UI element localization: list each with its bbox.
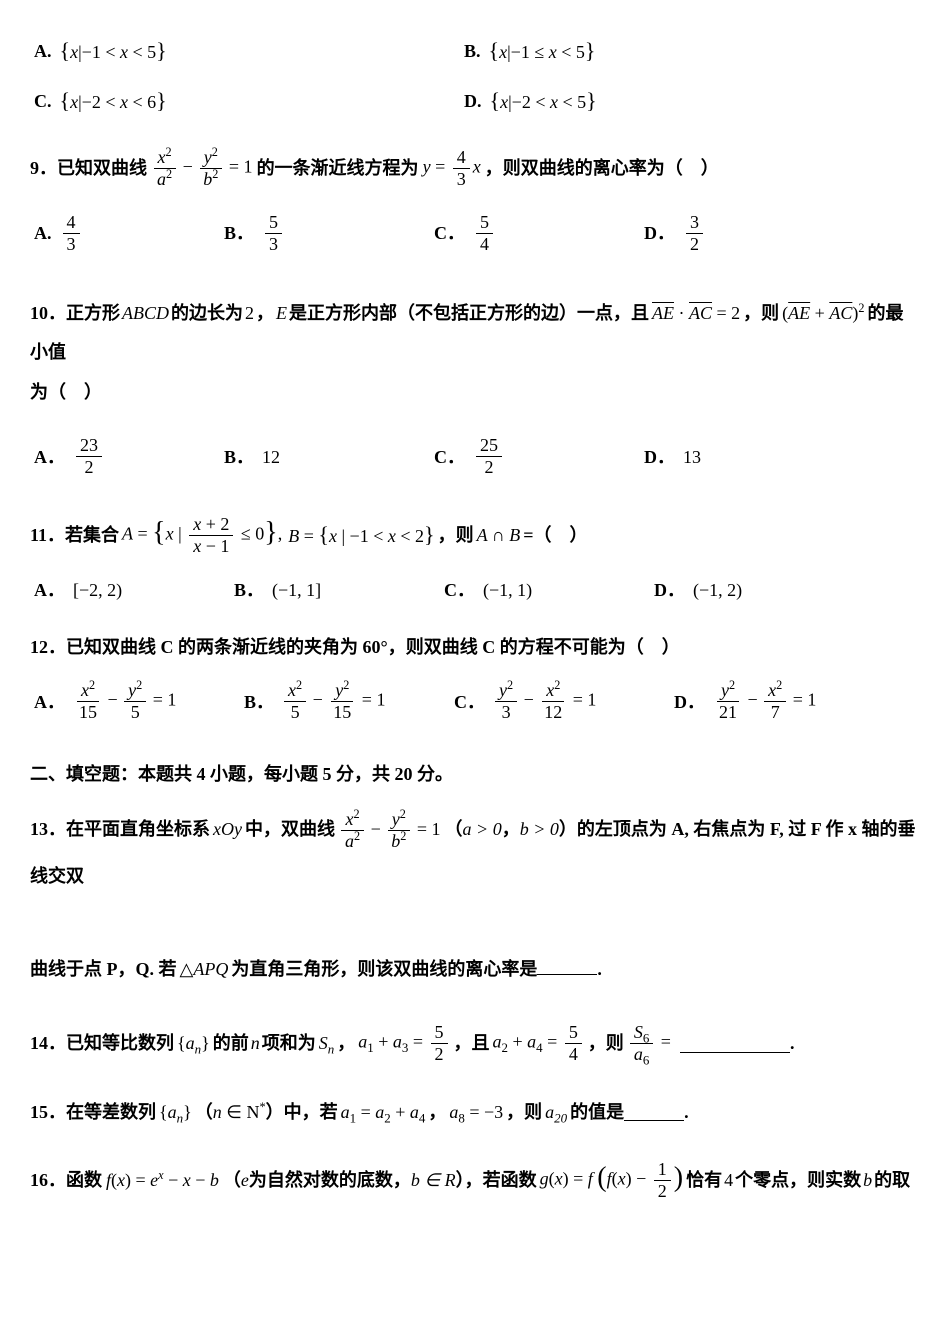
q12-opt-d-label: D． [674, 693, 705, 711]
q9-opt-d-label: D． [644, 224, 675, 242]
q9-stem: 9． 已知双曲线 x2a2 − y2b2 = 1 的一条渐近线方程为 y = 4… [30, 148, 920, 189]
q15-num: 15． [30, 1094, 66, 1130]
q10-tail: 为（ ） [30, 382, 102, 402]
q9-opt-c-label: C． [434, 224, 465, 242]
q10-opt-a-frac: 232 [76, 436, 102, 477]
q16-bcond: b ∈ R [411, 1162, 456, 1198]
q12-opt-d-expr: y221 − x27 = 1 [713, 681, 816, 722]
q11-opt-b-val: (−1, 1] [272, 581, 321, 599]
q13-line2b: 为直角三角形，则该双曲线的离心率是 [231, 959, 537, 979]
q10-opt-c-label: C． [434, 448, 465, 466]
q12-options: A． x215 − y25 = 1 B． x25 − y215 = 1 C． y… [30, 681, 920, 722]
q11-opt-a-label: A． [34, 581, 65, 599]
q8-opt-d-label: D. [464, 92, 482, 110]
q9-opt-a-label: A. [34, 224, 52, 242]
q8-opt-a-expr: {x|−1 < x < 5} [60, 40, 167, 62]
q13-triangle: △APQ [180, 959, 229, 979]
q12-opt-a-expr: x215 − y25 = 1 [73, 681, 176, 722]
q14-ratio: S6a6 = [627, 1023, 671, 1064]
q11-opt-b-label: B． [234, 581, 264, 599]
q9-options: A. 43 B． 53 C． 54 D． 32 [30, 213, 920, 254]
q8-opt-a-label: A. [34, 42, 52, 60]
q12-opt-b-expr: x25 − y215 = 1 [282, 681, 385, 722]
q12-text: 已知双曲线 C 的两条渐近线的夹角为 60°，则双曲线 C 的方程不可能为（ ） [66, 637, 680, 657]
q12-opt-a-label: A． [34, 693, 65, 711]
q8-opt-b-label: B. [464, 42, 481, 60]
q15-target: a20 [545, 1094, 567, 1130]
q9-opt-d-frac: 32 [686, 213, 703, 254]
q9-opt-c-frac: 54 [476, 213, 493, 254]
q15-eq2: a8 = −3 [449, 1094, 503, 1130]
q9-hyperbola: x2a2 − y2b2 = 1 [151, 148, 253, 189]
q14-eq1: a1 + a3 = 52 [358, 1023, 450, 1064]
q15-stem: 15． 在等差数列 {an} （ n ∈ N* ）中，若 a1 = a2 + a… [30, 1094, 920, 1130]
q11-B-def: B = {x | −1 < x < 2} [288, 513, 434, 557]
q10-num: 10． [30, 303, 66, 323]
q9-asymptote: y = 43x [423, 148, 481, 189]
q10-opt-b-val: 12 [262, 448, 280, 466]
q14-blank[interactable] [680, 1034, 790, 1053]
q9-opt-b-frac: 53 [265, 213, 282, 254]
q9-opt-b-label: B． [224, 224, 254, 242]
q11-inter: A ∩ B [477, 517, 521, 553]
q8-opt-b-expr: {x|−1 ≤ x < 5} [489, 40, 596, 62]
q14-stem: 14． 已知等比数列 {an} 的前 n 项和为 Sn ， a1 + a3 = … [30, 1023, 920, 1064]
q13-num: 13． [30, 819, 66, 839]
q14-num: 14． [30, 1025, 66, 1061]
q9-text-c: ，则双曲线的离心率为（ ） [485, 150, 719, 186]
q11-stem: 11． 若集合 A = {x | x + 2x − 1 ≤ 0}, B = {x… [30, 513, 920, 557]
q11-options: A． [−2, 2) B． (−1, 1] C． (−1, 1) D． (−1,… [30, 581, 920, 599]
section2-header: 二、填空题：本题共 4 小题，每小题 5 分，共 20 分。 [30, 756, 920, 792]
q15-ncond: n ∈ N* [213, 1094, 266, 1130]
q10-opt-b-label: B． [224, 448, 254, 466]
q15-seq: {an} [159, 1094, 192, 1130]
q8-opt-c-expr: {x|−2 < x < 6} [60, 90, 167, 112]
q15-eq1: a1 = a2 + a4 [341, 1094, 426, 1130]
q10-target: (AE + AC)2 [782, 303, 864, 323]
q10-square: ABCD [122, 303, 169, 323]
q11-opt-a-val: [−2, 2) [73, 581, 122, 599]
q13-hyperbola: x2a2 − y2b2 = 1 [339, 819, 441, 839]
q8-options-row2: C. {x|−2 < x < 6} D. {x|−2 < x < 5} [30, 90, 920, 112]
q15-blank[interactable] [624, 1102, 684, 1121]
q11-opt-d-val: (−1, 2) [693, 581, 742, 599]
q13-stem: 13．在平面直角坐标系xOy中，双曲线x2a2 − y2b2 = 1（a > 0… [30, 806, 920, 993]
q11-opt-c-label: C． [444, 581, 475, 599]
q11-opt-c-val: (−1, 1) [483, 581, 532, 599]
q11-num: 11． [30, 517, 65, 553]
q12-stem: 12．已知双曲线 C 的两条渐近线的夹角为 60°，则双曲线 C 的方程不可能为… [30, 629, 920, 665]
q8-opt-d-expr: {x|−2 < x < 5} [490, 90, 597, 112]
q14-Sn: Sn [319, 1025, 334, 1061]
q15-tail: 的值是 [570, 1094, 624, 1130]
q13-blank[interactable] [537, 956, 597, 975]
q9-opt-a-frac: 43 [63, 213, 80, 254]
q10-cond: AE · AC = 2 [652, 303, 740, 323]
q12-opt-c-expr: y23 − x212 = 1 [493, 681, 596, 722]
q16-fx: f(x) = ex − x − b [106, 1162, 219, 1198]
q8-opt-c-label: C. [34, 92, 52, 110]
q14-eq2: a2 + a4 = 54 [493, 1023, 585, 1064]
q10-opt-d-val: 13 [683, 448, 701, 466]
q9-text-a: 已知双曲线 [57, 150, 147, 186]
q9-num: 9． [30, 150, 57, 186]
q10-options: A． 232 B． 12 C． 252 D． 13 [30, 436, 920, 477]
q12-opt-b-label: B． [244, 693, 274, 711]
q8-options-row1: A. {x|−1 < x < 5} B. {x|−1 ≤ x < 5} [30, 40, 920, 62]
q12-num: 12． [30, 637, 66, 657]
q16-gx: g(x) = f (f(x) − 12) [540, 1160, 684, 1201]
q9-text-b: 的一条渐近线方程为 [257, 150, 419, 186]
q10-opt-a-label: A． [34, 448, 65, 466]
q16-stem: 16． 函数 f(x) = ex − x − b （ e 为自然对数的底数， b… [30, 1160, 920, 1201]
q11-A-def: A = {x | x + 2x − 1 ≤ 0}, [122, 515, 282, 556]
q10-opt-d-label: D． [644, 448, 675, 466]
q14-seq: {an} [177, 1025, 210, 1061]
q10-stem: 10．正方形ABCD的边长为2，E是正方形内部（不包括正方形的边）一点，且AE … [30, 294, 920, 413]
q11-opt-d-label: D． [654, 581, 685, 599]
q16-num: 16． [30, 1162, 66, 1198]
q12-opt-c-label: C． [454, 693, 485, 711]
q10-opt-c-frac: 252 [476, 436, 502, 477]
